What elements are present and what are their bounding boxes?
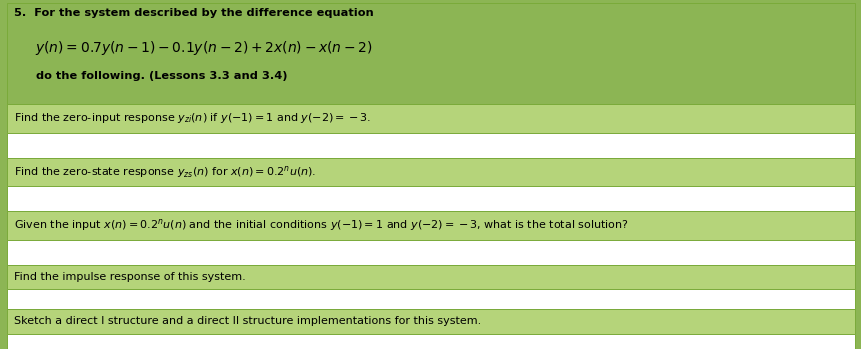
Text: Sketch a direct I structure and a direct II structure implementations for this s: Sketch a direct I structure and a direct… [14, 317, 480, 326]
Text: Find the impulse response of this system.: Find the impulse response of this system… [14, 272, 245, 282]
Text: $y(n) = 0.7y(n-1) - 0.1y(n-2) + 2x(n) - x(n-2)$: $y(n) = 0.7y(n-1) - 0.1y(n-2) + 2x(n) - … [35, 39, 373, 58]
Bar [7, 158, 854, 186]
Bar [7, 334, 854, 349]
Text: Given the input $x(n) = 0.2^n u(n)$ and the initial conditions $y(-1) = 1$ and $: Given the input $x(n) = 0.2^n u(n)$ and … [14, 217, 628, 233]
Text: Find the zero-state response $y_{zs}(n)$ for $x(n) = 0.2^n u(n)$.: Find the zero-state response $y_{zs}(n)$… [14, 164, 316, 180]
Bar [7, 211, 854, 240]
Bar [7, 240, 854, 265]
Text: do the following. (Lessons 3.3 and 3.4): do the following. (Lessons 3.3 and 3.4) [24, 71, 288, 81]
Bar [7, 186, 854, 211]
Bar [7, 104, 854, 133]
Bar [7, 310, 854, 334]
Bar [7, 265, 854, 289]
Text: Find the zero-input response $y_{zi}(n)$ if $y(-1) = 1$ and $y(-2) = -3$.: Find the zero-input response $y_{zi}(n)$… [14, 111, 370, 125]
Text: 5.  For the system described by the difference equation: 5. For the system described by the diffe… [14, 8, 373, 18]
Bar [7, 3, 854, 104]
Bar [7, 133, 854, 158]
Bar [7, 289, 854, 310]
